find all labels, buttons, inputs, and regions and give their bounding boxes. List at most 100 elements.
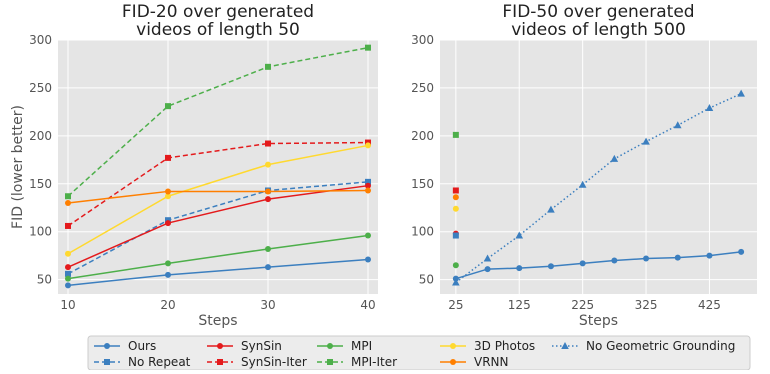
- data-point: [483, 254, 492, 262]
- y-tick-label: 100: [29, 225, 52, 239]
- legend-label: MPI: [351, 339, 372, 353]
- series-mpi: [452, 262, 459, 269]
- legend-marker: [450, 359, 456, 365]
- series-line: [455, 92, 742, 284]
- data-point: [265, 161, 271, 168]
- data-point: [65, 264, 71, 271]
- x-axis-label: Steps: [198, 313, 237, 329]
- legend-label: VRNN: [474, 355, 509, 369]
- x-tick-label: 10: [60, 298, 75, 312]
- legend-item-synsin: SynSin: [207, 339, 282, 353]
- series-line: [67, 144, 369, 255]
- series-vrnn: [65, 187, 371, 206]
- series-line: [67, 181, 369, 275]
- y-tick-label: 200: [29, 129, 52, 143]
- y-axis-label: FID (lower better): [10, 105, 26, 229]
- chart-panel-1: 50 100 150 200 250 300 10 20 30 40 FID-20 over gen…: [10, 2, 378, 329]
- data-point: [674, 254, 681, 261]
- data-point: [611, 257, 618, 264]
- x-tick-label: 125: [508, 298, 531, 312]
- data-point: [365, 44, 371, 51]
- data-point: [365, 142, 371, 149]
- legend-marker: [104, 343, 110, 349]
- data-point: [265, 245, 271, 252]
- x-tick-label: 20: [160, 298, 175, 312]
- legend-label: No Geometric Grounding: [586, 339, 735, 353]
- data-point: [65, 250, 71, 257]
- data-point: [365, 232, 371, 239]
- data-point: [452, 187, 459, 194]
- data-point: [365, 178, 371, 185]
- data-point: [484, 266, 491, 273]
- series-line: [67, 258, 369, 287]
- data-point: [578, 180, 587, 188]
- series-mpi-iter: [452, 131, 459, 138]
- chart-panel-2: 50 100 150 200 250 300 25 125 225 325 425 FID-50 ov…: [411, 2, 757, 329]
- series-vrnn: [452, 194, 459, 201]
- legend-item-mpi-iter: MPI-Iter: [317, 355, 397, 369]
- x-axis-label: Steps: [579, 313, 618, 329]
- data-point: [365, 182, 371, 189]
- legend-marker: [327, 359, 333, 365]
- y-tick-label: 300: [411, 33, 434, 47]
- legend-item-3d-photos: 3D Photos: [440, 339, 535, 353]
- data-point: [737, 89, 745, 97]
- plot-area: [58, 40, 378, 294]
- data-point: [265, 188, 271, 195]
- legend-label: MPI-Iter: [351, 355, 397, 369]
- data-point: [706, 252, 713, 259]
- data-point: [452, 262, 459, 269]
- data-point: [705, 104, 714, 112]
- series-no-geometric-grounding: [452, 89, 745, 286]
- x-tick-label: 40: [360, 298, 375, 312]
- data-point: [165, 154, 171, 161]
- legend-item-synsin-iter: SynSin-Iter: [207, 355, 307, 369]
- series-line: [455, 251, 742, 280]
- data-point: [547, 205, 555, 213]
- data-point: [165, 193, 171, 200]
- legend: Ours No Repeat SynSin SynSin-Iter MPI MPI-Ite…: [87, 335, 751, 371]
- legend-label: 3D Photos: [474, 339, 535, 353]
- data-point: [65, 282, 71, 289]
- data-point: [610, 154, 619, 162]
- data-point: [165, 188, 171, 195]
- y-tick-label: 250: [411, 81, 434, 95]
- chart-title: FID-20 over generated: [122, 2, 314, 22]
- legend-label: Ours: [128, 339, 156, 353]
- data-point: [265, 196, 271, 203]
- y-tick-label: 300: [29, 33, 52, 47]
- series-ours: [452, 248, 745, 282]
- data-point: [365, 187, 371, 194]
- data-point: [452, 232, 459, 239]
- data-point: [165, 103, 171, 110]
- data-point: [165, 260, 171, 267]
- legend-marker: [217, 343, 223, 349]
- data-point: [516, 265, 523, 272]
- legend-item-vrnn: VRNN: [440, 355, 509, 369]
- legend-marker: [450, 343, 456, 349]
- data-point: [265, 264, 271, 271]
- data-point: [65, 193, 71, 200]
- data-point: [547, 263, 554, 270]
- data-point: [265, 63, 271, 70]
- data-point: [452, 194, 459, 201]
- legend-marker: [104, 359, 110, 365]
- data-point: [452, 278, 460, 286]
- data-point: [452, 205, 459, 212]
- legend-label: SynSin: [241, 339, 282, 353]
- y-tick-label: 200: [411, 129, 434, 143]
- legend-label: SynSin-Iter: [241, 355, 307, 369]
- data-point: [642, 137, 650, 145]
- x-tick-label: 225: [571, 298, 594, 312]
- data-point: [643, 255, 650, 262]
- legend-item-no-geometric-grounding: No Geometric Grounding: [552, 339, 735, 353]
- series-line: [67, 46, 369, 197]
- series-line: [67, 184, 369, 268]
- legend-item-no-repeat: No Repeat: [94, 355, 191, 369]
- y-tick-label: 100: [411, 225, 434, 239]
- y-tick-label: 150: [29, 177, 52, 191]
- series-mpi: [65, 232, 371, 282]
- data-point: [65, 222, 71, 229]
